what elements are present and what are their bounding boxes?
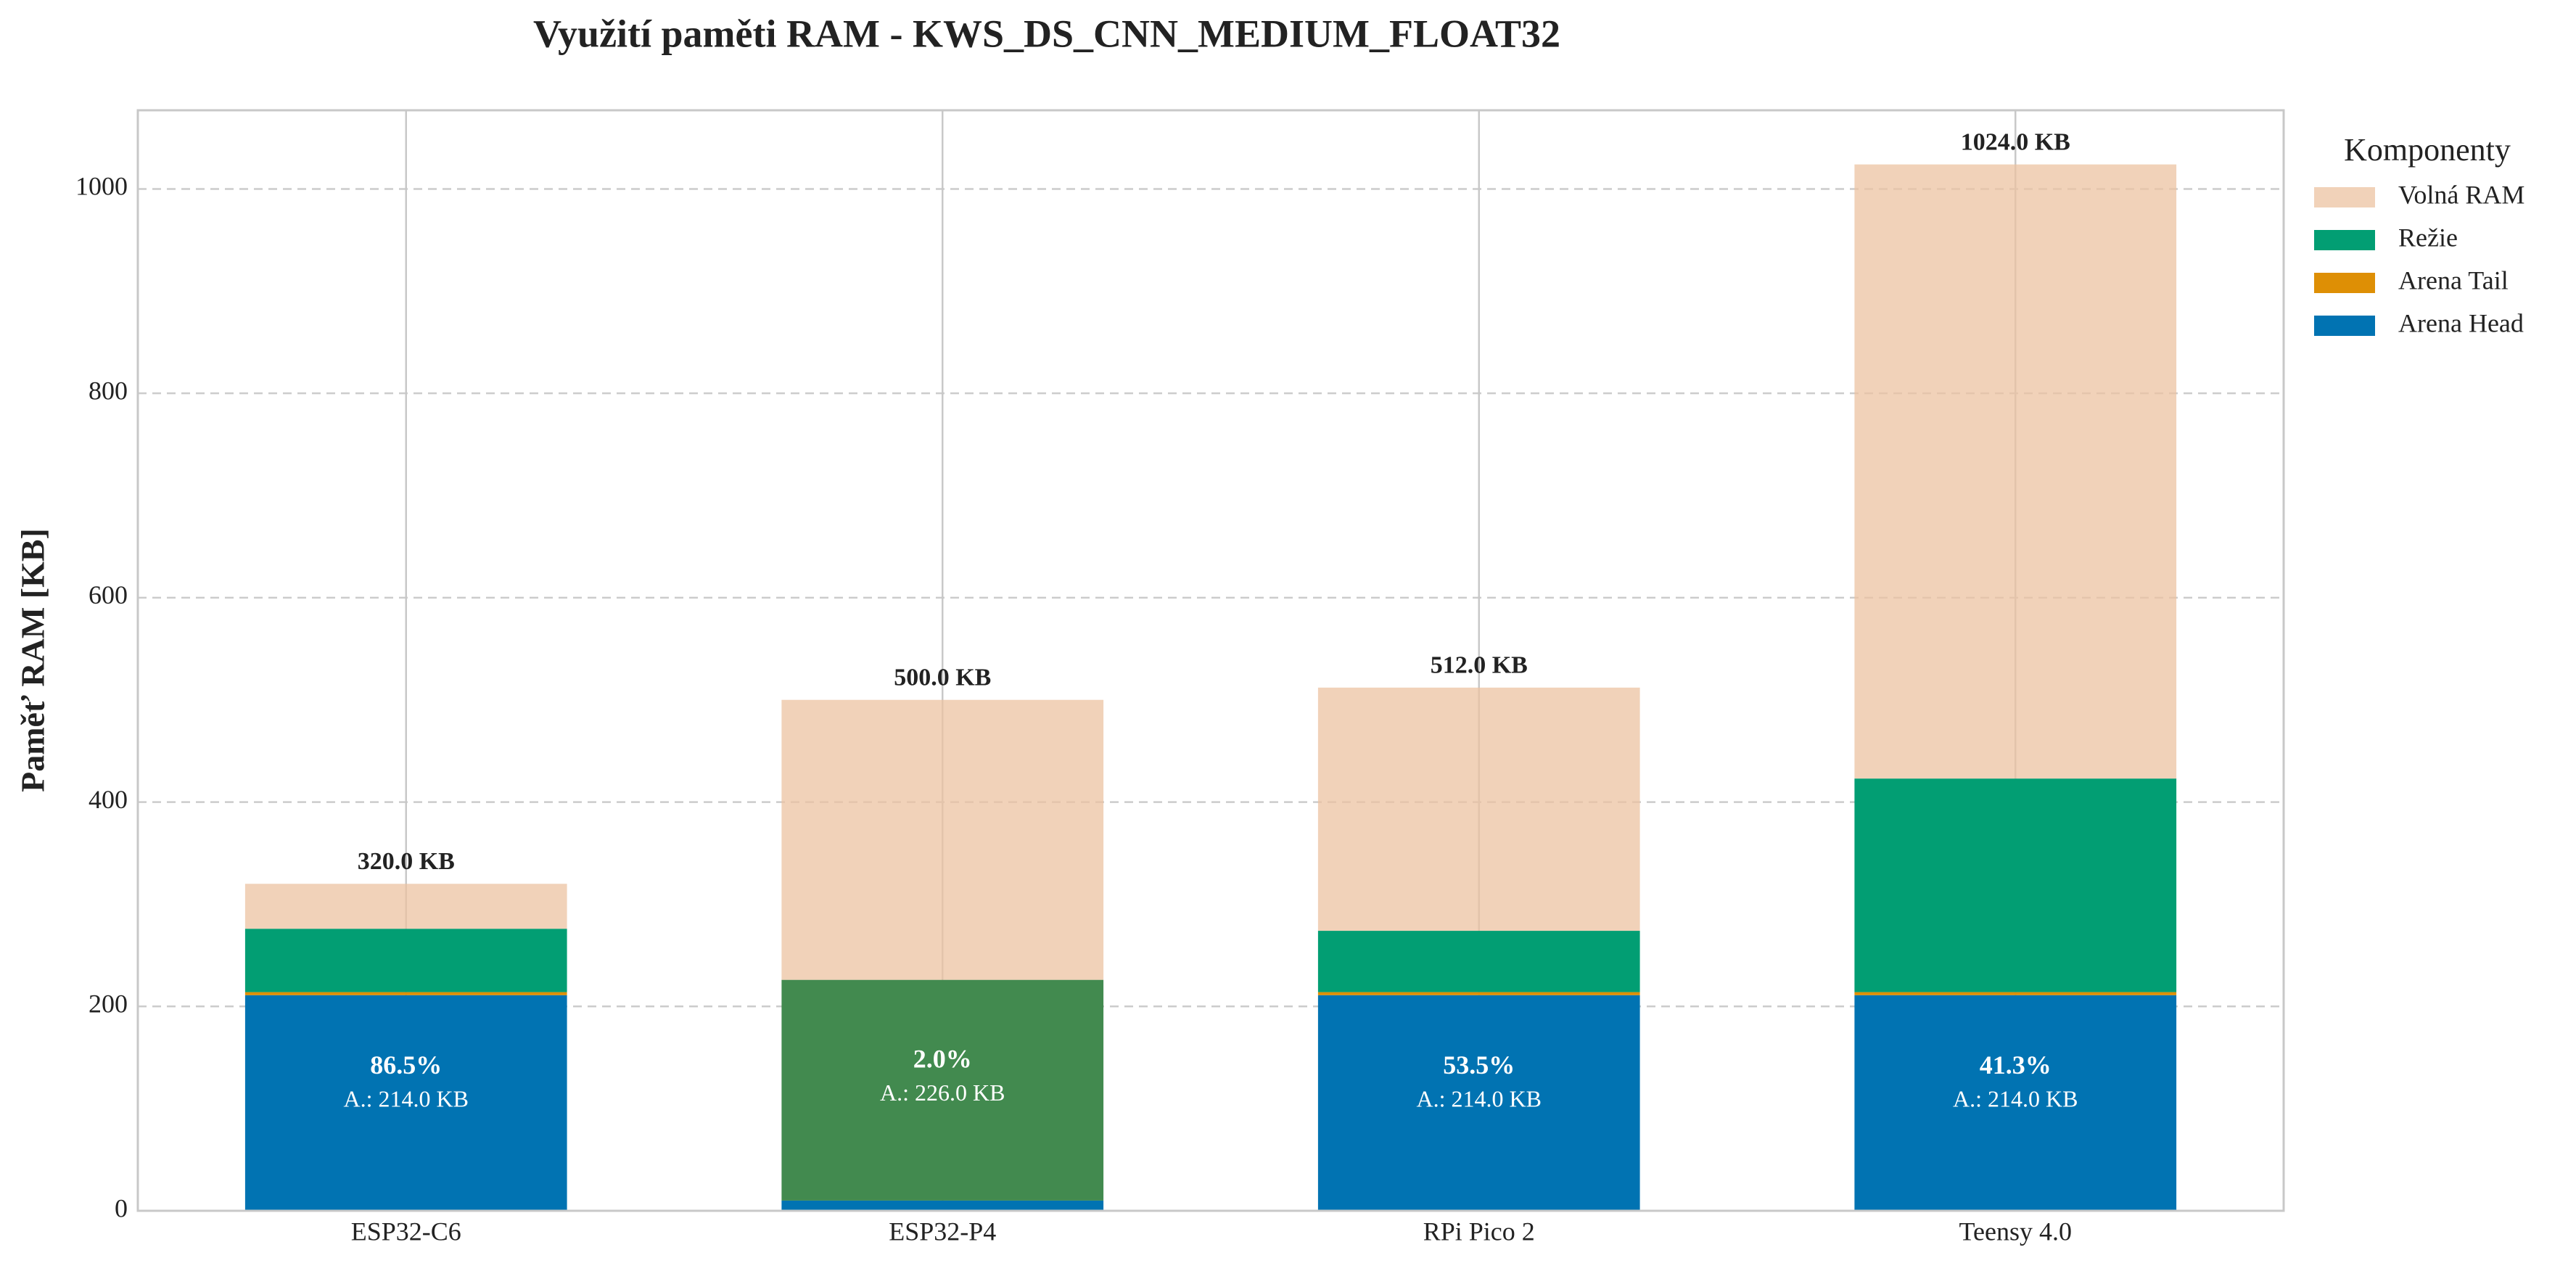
bar-segment (1317, 687, 1640, 931)
bar-segment (1317, 931, 1640, 992)
legend-swatch (2314, 187, 2375, 207)
y-tick-label: 1000 (75, 172, 128, 201)
percent-label: 86.5% (370, 1050, 442, 1079)
bar-segment (1854, 778, 2177, 992)
bar-segment (1317, 992, 1640, 995)
x-tick-label: RPi Pico 2 (1423, 1217, 1535, 1246)
bar-segment (781, 1200, 1104, 1211)
legend-title: Komponenty (2344, 132, 2511, 168)
x-tick-label: Teensy 4.0 (1959, 1217, 2072, 1246)
chart-title: Využití paměti RAM - KWS_DS_CNN_MEDIUM_F… (533, 12, 1560, 55)
bar-segment (781, 699, 1104, 980)
y-tick-label: 400 (89, 785, 128, 814)
y-axis-label: Paměť RAM [KB] (15, 528, 52, 792)
legend-swatch (2314, 316, 2375, 336)
bar-segment (781, 979, 1104, 1201)
plot-frame (136, 109, 2285, 1212)
y-tick-label: 600 (89, 580, 128, 609)
legend-label: Arena Head (2398, 308, 2524, 337)
legend-label: Režie (2398, 223, 2458, 252)
bar-segment (244, 992, 567, 995)
arena-label: A.: 214.0 KB (1953, 1086, 2078, 1112)
x-tick-label: ESP32-C6 (351, 1217, 461, 1246)
y-tick-label: 0 (115, 1193, 128, 1222)
legend-label: Volná RAM (2398, 180, 2524, 209)
bar-segment (1317, 995, 1640, 1211)
y-tick-label: 200 (89, 990, 128, 1019)
x-tick-label: ESP32-P4 (889, 1217, 996, 1246)
arena-label: A.: 214.0 KB (344, 1086, 469, 1112)
total-label: 320.0 KB (358, 848, 455, 875)
total-label: 512.0 KB (1431, 652, 1528, 679)
legend-label: Arena Tail (2398, 266, 2509, 295)
bar-segment (1854, 164, 2177, 779)
percent-label: 2.0% (913, 1045, 972, 1074)
bar-segment (244, 929, 567, 992)
bar-segment (244, 995, 567, 1211)
bar-segment (1854, 992, 2177, 995)
bar-segment (1854, 995, 2177, 1211)
total-label: 1024.0 KB (1961, 128, 2070, 155)
legend-swatch (2314, 230, 2375, 250)
percent-label: 53.5% (1443, 1050, 1515, 1079)
y-tick-label: 800 (89, 376, 128, 405)
legend-swatch (2314, 273, 2375, 293)
arena-label: A.: 226.0 KB (880, 1079, 1005, 1106)
bar-segment (244, 884, 567, 929)
percent-label: 41.3% (1980, 1050, 2052, 1079)
arena-label: A.: 214.0 KB (1417, 1086, 1542, 1112)
total-label: 500.0 KB (894, 665, 991, 691)
